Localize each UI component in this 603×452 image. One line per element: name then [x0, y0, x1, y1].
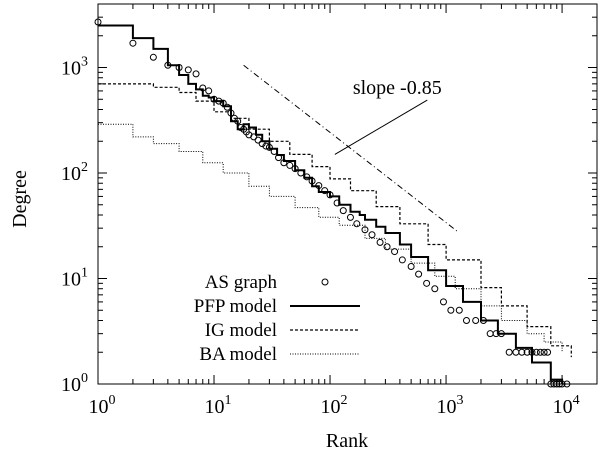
as-graph-point [184, 66, 192, 74]
as-graph-point [339, 207, 347, 215]
y-tick-label: 100 [61, 371, 88, 396]
tick-exponent: 4 [573, 393, 580, 408]
as-graph-point [462, 316, 470, 324]
y-axis-label: Degree [9, 170, 31, 228]
tick-base: 10 [61, 163, 81, 185]
data-marks: slope -0.85 [94, 18, 572, 388]
as-graph-point [383, 243, 391, 251]
tick-base: 10 [437, 396, 457, 418]
as-graph-point [486, 330, 494, 338]
as-graph-point [455, 306, 463, 314]
as-graph-point [129, 39, 137, 47]
tick-exponent: 0 [81, 371, 88, 386]
y-tick-label: 101 [61, 266, 88, 291]
as-graph-point [518, 348, 526, 356]
x-axis-label: Rank [326, 430, 368, 452]
as-graph-point [505, 348, 513, 356]
as-graph-point [439, 298, 447, 306]
as-graph-point [210, 95, 218, 103]
tick-exponent: 1 [225, 393, 232, 408]
tick-base: 10 [205, 396, 225, 418]
tick-exponent: 2 [341, 393, 348, 408]
tick-base: 10 [553, 396, 573, 418]
as-graph-point [254, 136, 262, 144]
tick-base: 10 [61, 374, 81, 396]
tick-base: 10 [61, 58, 81, 80]
tick-exponent: 1 [81, 266, 88, 281]
as-graph-point [346, 213, 354, 221]
slope-annotation-pointer [334, 99, 428, 155]
plot-frame [97, 3, 598, 385]
tick-base: 10 [89, 396, 109, 418]
as-graph-point [398, 256, 406, 264]
as-graph-point [353, 220, 361, 228]
as-graph-point [532, 348, 540, 356]
legend-label-as-graph: AS graph [205, 272, 278, 293]
x-tick-label: 103 [437, 393, 464, 418]
as-graph-point [553, 380, 561, 388]
as-graph-point [415, 270, 423, 278]
legend-label-ba-model: BA model [199, 344, 277, 365]
as-graph-point [286, 161, 294, 169]
legend-label-ig-model: IG model [205, 320, 277, 341]
tick-exponent: 3 [457, 393, 464, 408]
as-graph-point [368, 231, 376, 239]
as-graph-point [376, 238, 384, 246]
slope-annotation-label: slope -0.85 [353, 77, 442, 99]
x-tick-label: 101 [205, 393, 232, 418]
tick-base: 10 [61, 269, 81, 291]
slope-reference-line [243, 64, 458, 232]
y-tick-label: 102 [61, 160, 88, 185]
legend-marker-as-graph [321, 278, 329, 286]
as-graph-point [321, 187, 329, 195]
tick-exponent: 2 [81, 160, 88, 175]
tick-base: 10 [321, 396, 341, 418]
as-graph-point [523, 348, 531, 356]
as-graph-point [223, 103, 231, 111]
as-graph-point [447, 306, 455, 314]
as-graph-point [250, 133, 258, 141]
as-graph-point [149, 53, 157, 61]
x-tick-label: 100 [89, 393, 116, 418]
ba-model-line [98, 123, 563, 353]
as-graph-point [192, 70, 200, 78]
legend-label-pfp-model: PFP model [194, 296, 277, 317]
y-tick-label: 103 [61, 55, 88, 80]
as-graph-point [407, 262, 415, 270]
tick-exponent: 3 [81, 55, 88, 70]
as-graph-point [512, 348, 520, 356]
legend: AS graph PFP model IG model BA model [194, 272, 360, 365]
as-graph-point [563, 380, 571, 388]
as-graph-point [540, 348, 548, 356]
as-graph-point [205, 87, 213, 95]
as-graph-point [431, 285, 439, 293]
x-tick-label: 104 [553, 393, 580, 418]
tick-exponent: 0 [109, 393, 116, 408]
pfp-model-line [98, 24, 564, 384]
as-graph-point [391, 248, 399, 256]
x-tick-label: 102 [321, 393, 348, 418]
ig-model-line [98, 83, 572, 358]
as-graph-point [472, 316, 480, 324]
as-graph-point [544, 348, 552, 356]
as-graph-point [423, 279, 431, 287]
as-graph-point [536, 348, 544, 356]
